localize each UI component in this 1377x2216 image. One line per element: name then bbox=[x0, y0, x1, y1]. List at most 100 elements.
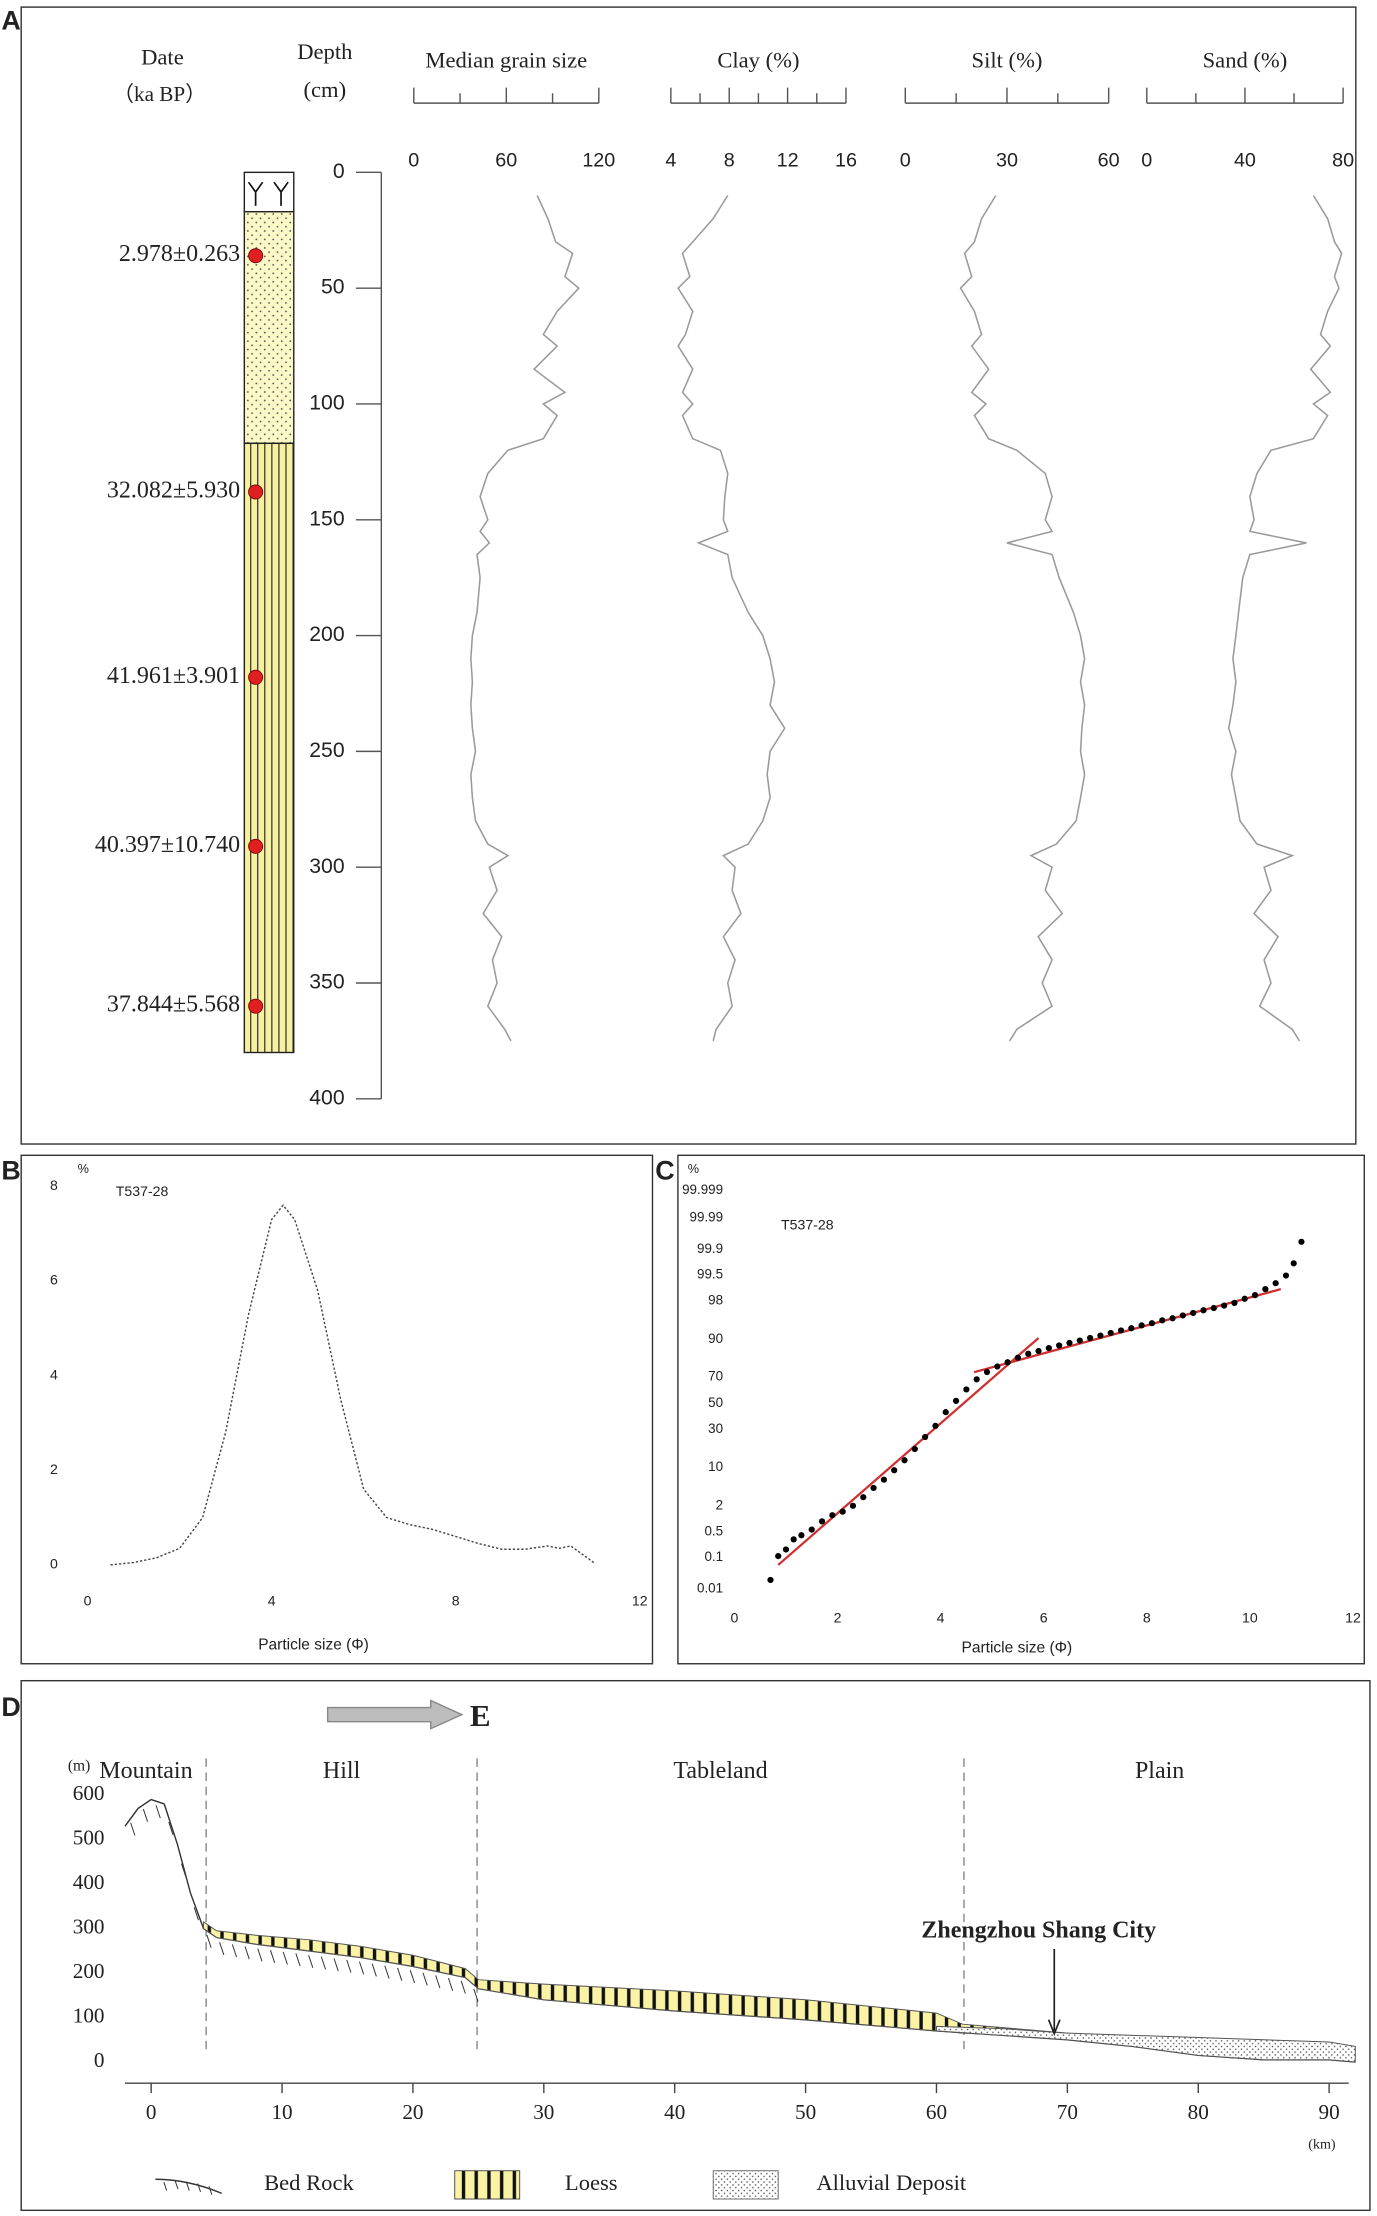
depth-tick-label: 400 bbox=[309, 1086, 344, 1109]
profile-line bbox=[470, 195, 580, 1042]
x-tick-label: 0 bbox=[146, 2100, 157, 2124]
date-sample bbox=[248, 669, 264, 685]
data-point bbox=[1004, 1359, 1011, 1366]
x-tick-label: 4 bbox=[937, 1609, 945, 1625]
x-tick-label: 8 bbox=[724, 149, 735, 171]
data-point bbox=[849, 1502, 857, 1509]
data-point bbox=[790, 1536, 797, 1543]
data-point bbox=[1298, 1238, 1305, 1245]
x-tick-label: 30 bbox=[533, 2100, 554, 2124]
data-point bbox=[973, 1376, 980, 1383]
data-point bbox=[839, 1508, 846, 1515]
panel-label: C bbox=[655, 1155, 674, 1185]
date-label: 41.961±3.901 bbox=[107, 663, 240, 689]
x-tick-label: 0 bbox=[408, 149, 419, 171]
data-point bbox=[1107, 1329, 1114, 1337]
data-point bbox=[1035, 1347, 1042, 1355]
legend-label: Alluvial Deposit bbox=[816, 2170, 967, 2195]
y-tick-label: 2 bbox=[716, 1497, 723, 1512]
column-unit: （ka BP） bbox=[113, 82, 207, 106]
direction-arrow bbox=[326, 1699, 464, 1730]
depth-tick-label: 250 bbox=[309, 739, 344, 762]
x-tick-label: 20 bbox=[402, 2100, 423, 2124]
y-tick-label: 4 bbox=[50, 1366, 58, 1382]
fit-line bbox=[777, 1337, 1040, 1566]
data-point bbox=[860, 1494, 867, 1501]
data-point bbox=[1262, 1286, 1269, 1293]
legend-swatch bbox=[712, 2170, 779, 2200]
fit-line bbox=[973, 1288, 1282, 1374]
y-tick-label: 99.5 bbox=[697, 1266, 723, 1281]
column-unit: (cm) bbox=[304, 77, 347, 102]
direction-label: E bbox=[470, 1698, 491, 1733]
data-point bbox=[1148, 1320, 1156, 1327]
data-point bbox=[1272, 1280, 1279, 1287]
y-tick-label: 0 bbox=[50, 1556, 58, 1572]
panel-label: A bbox=[1, 6, 20, 36]
legend-swatch bbox=[155, 2178, 223, 2195]
y-tick-label: 0 bbox=[94, 2048, 105, 2072]
bedrock-hatch bbox=[130, 1805, 479, 2002]
depth-tick-label: 350 bbox=[309, 971, 344, 994]
annotation-arrow bbox=[1047, 1949, 1061, 2037]
data-point bbox=[994, 1363, 1001, 1370]
stratum bbox=[243, 171, 295, 213]
y-tick-label: 99.9 bbox=[697, 1241, 723, 1256]
date-label: 40.397±10.740 bbox=[95, 832, 240, 858]
y-tick-label: 400 bbox=[73, 1870, 105, 1894]
zone-label: Mountain bbox=[99, 1758, 192, 1784]
data-point bbox=[1169, 1315, 1176, 1322]
x-tick-label: 8 bbox=[452, 1592, 460, 1608]
data-point bbox=[1097, 1332, 1104, 1339]
data-point bbox=[1200, 1307, 1207, 1314]
date-label: 32.082±5.930 bbox=[107, 477, 240, 503]
y-tick-label: 99.999 bbox=[682, 1182, 723, 1197]
depth-tick-label: 100 bbox=[309, 392, 344, 415]
data-point bbox=[782, 1546, 790, 1553]
profile-line bbox=[1227, 195, 1343, 1042]
depth-tick-label: 200 bbox=[309, 623, 344, 646]
x-axis-label: Particle size (Φ) bbox=[258, 1636, 369, 1653]
column-header: Depth bbox=[297, 39, 352, 64]
y-tick-label: 500 bbox=[73, 1825, 105, 1849]
date-sample bbox=[248, 838, 264, 854]
y-tick-label: 200 bbox=[73, 1959, 105, 1983]
x-tick-label: 4 bbox=[665, 149, 676, 171]
x-unit: (km) bbox=[1308, 2137, 1336, 2153]
y-tick-label: 0.01 bbox=[697, 1580, 723, 1595]
x-tick-label: 40 bbox=[1234, 149, 1256, 171]
legend-label: Loess bbox=[565, 2170, 618, 2195]
panel-frame bbox=[20, 1154, 654, 1665]
data-point bbox=[1117, 1327, 1125, 1334]
zone-label: Hill bbox=[323, 1758, 361, 1784]
x-tick-label: 6 bbox=[1040, 1609, 1048, 1625]
x-tick-label: 30 bbox=[996, 149, 1018, 171]
x-tick-label: 40 bbox=[664, 2100, 685, 2124]
date-sample bbox=[248, 484, 264, 500]
data-point bbox=[1179, 1312, 1186, 1319]
zone-label: Tableland bbox=[673, 1758, 767, 1784]
panel-label: B bbox=[1, 1155, 20, 1185]
date-sample bbox=[248, 248, 264, 264]
distribution-curve bbox=[110, 1204, 595, 1566]
data-point bbox=[1231, 1299, 1238, 1307]
x-tick-label: 60 bbox=[926, 2100, 947, 2124]
data-point bbox=[963, 1386, 970, 1393]
bedrock-line bbox=[124, 1798, 1356, 2063]
y-tick-label: 100 bbox=[73, 2003, 105, 2027]
data-point bbox=[901, 1457, 908, 1464]
x-tick-label: 50 bbox=[795, 2100, 816, 2124]
y-tick-label: 50 bbox=[708, 1395, 723, 1410]
x-tick-label: 4 bbox=[268, 1592, 276, 1608]
y-tick-label: 30 bbox=[708, 1421, 723, 1436]
stratum bbox=[243, 211, 295, 445]
data-point bbox=[1056, 1342, 1063, 1349]
data-point bbox=[1086, 1334, 1094, 1342]
y-tick-label: 300 bbox=[73, 1914, 105, 1938]
profile-line bbox=[677, 195, 786, 1042]
data-point bbox=[1138, 1322, 1145, 1329]
profile-line bbox=[959, 195, 1086, 1042]
x-tick-label: 0 bbox=[730, 1609, 738, 1625]
layer bbox=[935, 2025, 1356, 2063]
